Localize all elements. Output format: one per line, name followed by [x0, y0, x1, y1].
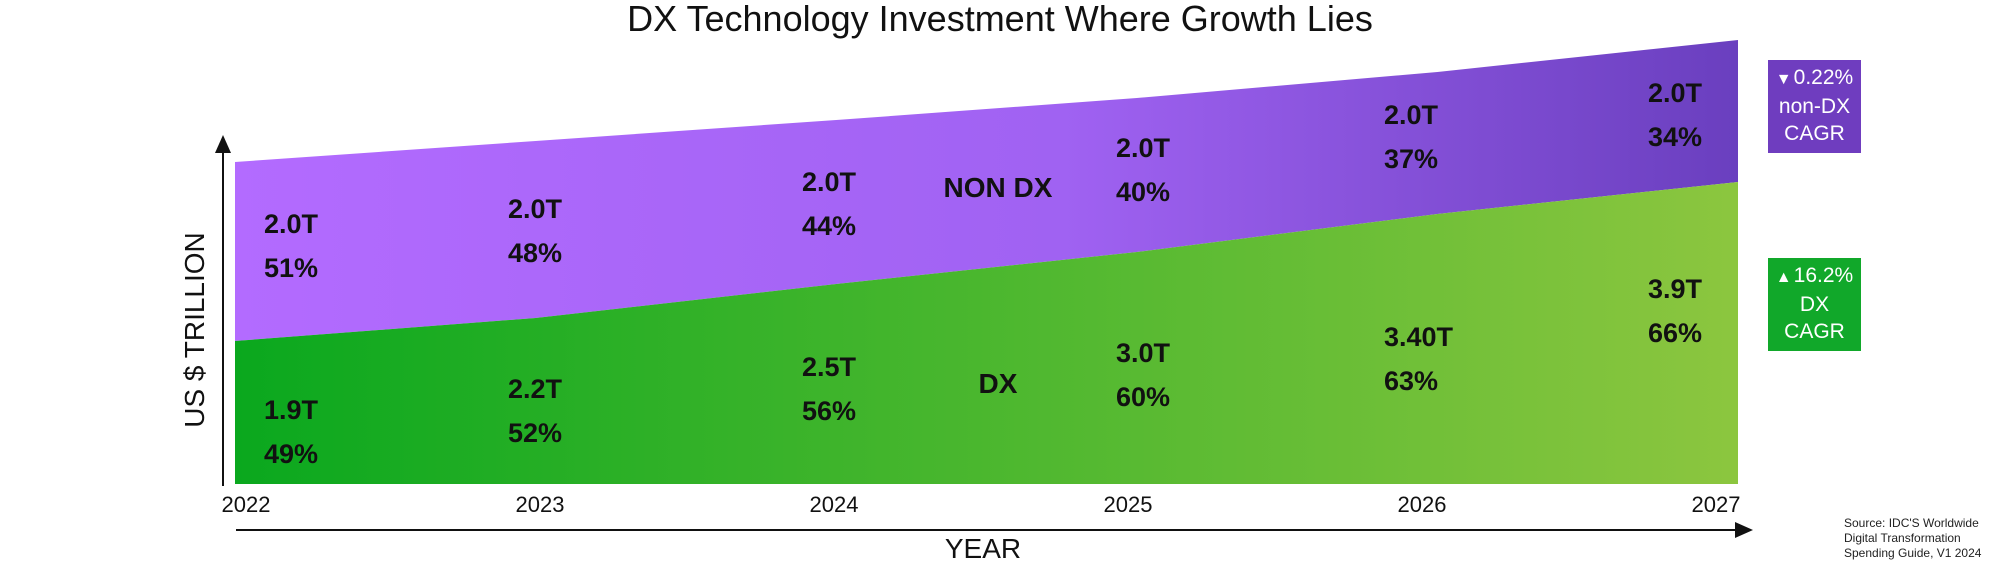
non-dx-percent-label: 37% [1384, 144, 1438, 174]
x-tick-label: 2024 [810, 492, 859, 517]
down-triangle-icon: ▼ [1775, 71, 1792, 88]
non-dx-percent-label: 44% [802, 211, 856, 241]
dx-percent-label: 63% [1384, 366, 1438, 396]
dx-percent-label: 60% [1116, 382, 1170, 412]
non-dx-value-label: 2.0T [1648, 78, 1703, 108]
non-dx-value-label: 2.0T [1384, 100, 1439, 130]
x-tick-label: 2023 [516, 492, 565, 517]
dx-percent-label: 49% [264, 439, 318, 469]
non-dx-percent-label: 40% [1116, 177, 1170, 207]
area-non-dx [235, 40, 1738, 341]
source-note: Source: IDC'S Worldwide Digital Transfor… [1844, 516, 1982, 560]
non-dx-percent-label: 48% [508, 238, 562, 268]
x-axis-title: YEAR [945, 533, 1021, 564]
series-label-dx: DX [979, 368, 1018, 399]
dx-value-label: 1.9T [264, 395, 319, 425]
data-labels: 2.0T 51% 1.9T 49% 2.0T 48% 2.2T 52% 2.0T 44% 2.5T 5… [264, 78, 1703, 469]
non-dx-cagr-value: ▼0.22% [1775, 66, 1854, 89]
up-triangle-icon: ▲ [1775, 269, 1792, 286]
non-dx-value-label: 2.0T [508, 194, 563, 224]
x-tick-labels: 2022 2023 2024 2025 2026 2027 [222, 492, 1741, 517]
non-dx-percent-label: 51% [264, 253, 318, 283]
y-axis-title: US $ TRILLION [179, 232, 210, 428]
dx-cagr-caption: CAGR [1784, 320, 1845, 343]
non-dx-cagr-caption: CAGR [1784, 122, 1845, 145]
non-dx-cagr-callout: ▼0.22% non-DX CAGR [1768, 60, 1861, 153]
dx-cagr-value: ▲16.2% [1775, 264, 1854, 287]
series-label-non-dx: NON DX [944, 172, 1053, 203]
dx-value-label: 3.0T [1116, 338, 1171, 368]
area-dx [235, 182, 1738, 484]
dx-value-label: 3.40T [1384, 322, 1454, 352]
x-tick-label: 2026 [1398, 492, 1447, 517]
dx-cagr-label: DX [1799, 293, 1830, 316]
non-dx-cagr-label: non-DX [1778, 95, 1851, 118]
dx-value-label: 2.5T [802, 352, 857, 382]
non-dx-percent-label: 34% [1648, 122, 1702, 152]
dx-value-label: 2.2T [508, 374, 563, 404]
non-dx-value-label: 2.0T [802, 167, 857, 197]
dx-percent-label: 52% [508, 418, 562, 448]
dx-percent-label: 66% [1648, 318, 1702, 348]
dx-cagr-callout: ▲16.2% DX CAGR [1768, 258, 1861, 351]
dx-value-label: 3.9T [1648, 274, 1703, 304]
non-dx-value-label: 2.0T [1116, 133, 1171, 163]
x-tick-label: 2027 [1692, 492, 1741, 517]
dx-percent-label: 56% [802, 396, 856, 426]
x-tick-label: 2022 [222, 492, 271, 517]
chart-title: DX Technology Investment Where Growth Li… [627, 0, 1373, 39]
x-tick-label: 2025 [1104, 492, 1153, 517]
non-dx-value-label: 2.0T [264, 209, 319, 239]
